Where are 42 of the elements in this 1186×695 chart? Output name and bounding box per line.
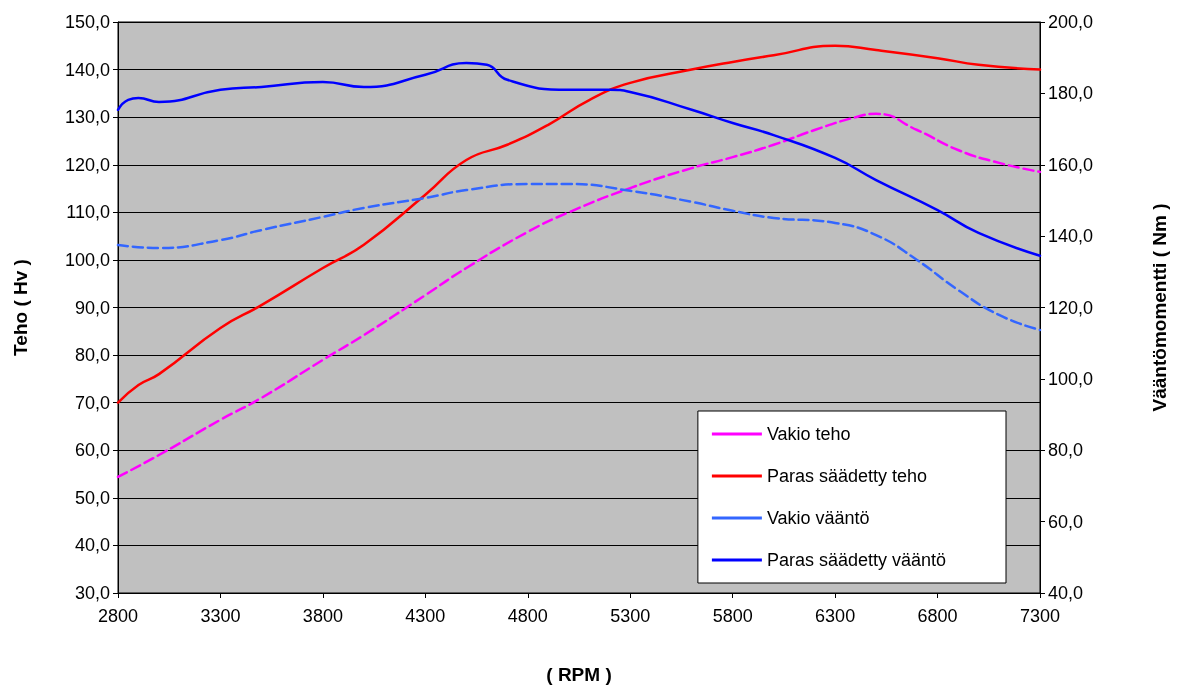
x-tick-label: 4800 <box>507 606 548 626</box>
y-axis-title: Teho ( Hv ) <box>10 259 31 356</box>
y-tick-label: 130,0 <box>64 107 110 128</box>
y2-tick-label: 100,0 <box>1048 368 1094 389</box>
y-tick-label: 120,0 <box>64 154 110 175</box>
x-tick-label: 2800 <box>97 606 139 626</box>
legend-label: Vakio teho <box>766 424 851 444</box>
x-tick-label: 5800 <box>712 606 753 626</box>
line-series <box>116 61 1042 257</box>
y-tick-label: 70,0 <box>74 392 110 413</box>
y-tick-label: 60,0 <box>74 440 110 461</box>
y2-axis-title: Vääntömomentti ( Nm ) <box>1149 203 1170 412</box>
y-tick-label: 90,0 <box>74 297 110 318</box>
y-tick-label: 80,0 <box>74 345 110 366</box>
x-tick-label: 5300 <box>610 606 651 626</box>
x-tick-label: 3300 <box>200 606 241 626</box>
y-tick-label: 100,0 <box>64 249 110 270</box>
line-series <box>116 44 1042 404</box>
x-tick-label: 6800 <box>917 606 958 626</box>
y2-tick-label: 160,0 <box>1048 154 1094 175</box>
y2-tick-label: 200,0 <box>1048 12 1094 32</box>
y-tick-label: 140,0 <box>64 59 110 80</box>
y-tick-label: 110,0 <box>66 202 110 223</box>
x-axis-title: ( RPM ) <box>546 664 612 685</box>
x-tick-label: 3800 <box>302 606 343 626</box>
line-series <box>116 182 1042 332</box>
legend-label: Vakio vääntö <box>766 508 870 528</box>
x-tick-label: 6300 <box>815 606 856 626</box>
y-tick-label: 30,0 <box>74 583 110 603</box>
y2-tick-label: 140,0 <box>1048 226 1094 247</box>
y2-tick-label: 60,0 <box>1048 511 1084 532</box>
legend-label: Paras säädetty teho <box>766 466 927 486</box>
y-tick-label: 50,0 <box>74 487 110 508</box>
x-tick-label: 7300 <box>1019 606 1061 626</box>
x-tick-label: 4300 <box>405 606 446 626</box>
y2-tick-label: 40,0 <box>1048 583 1084 603</box>
y2-tick-label: 80,0 <box>1048 440 1084 461</box>
y-tick-label: 150,0 <box>64 12 110 32</box>
legend-label: Paras säädetty vääntö <box>766 550 947 570</box>
y-tick-label: 40,0 <box>74 535 110 556</box>
y2-tick-label: 120,0 <box>1048 297 1094 318</box>
y2-tick-label: 180,0 <box>1048 83 1094 104</box>
